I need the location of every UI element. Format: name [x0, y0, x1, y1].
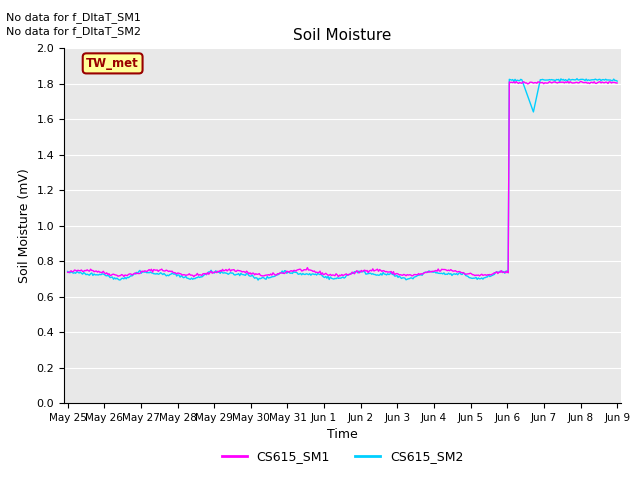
CS615_SM2 [564, 77, 572, 83]
CS615_SM1 [577, 79, 584, 84]
CS615_SM1 [64, 269, 72, 275]
Text: No data for f_DltaT_SM2: No data for f_DltaT_SM2 [6, 26, 141, 37]
CS615_SM1 [335, 274, 342, 280]
Text: No data for f_DltaT_SM1: No data for f_DltaT_SM1 [6, 12, 141, 23]
CS615_SM2 [399, 275, 406, 281]
X-axis label: Time: Time [327, 429, 358, 442]
Legend: CS615_SM1, CS615_SM2: CS615_SM1, CS615_SM2 [216, 445, 468, 468]
CS615_SM2 [372, 272, 380, 278]
Line: CS615_SM2: CS615_SM2 [68, 79, 617, 280]
Text: TW_met: TW_met [86, 57, 139, 70]
CS615_SM1 [399, 273, 406, 278]
CS615_SM1 [468, 272, 476, 277]
CS615_SM1 [372, 267, 380, 273]
CS615_SM2 [64, 269, 72, 275]
CS615_SM1 [613, 80, 621, 86]
CS615_SM1 [296, 266, 303, 272]
Y-axis label: Soil Moisture (mV): Soil Moisture (mV) [18, 168, 31, 283]
CS615_SM2 [235, 271, 243, 276]
CS615_SM2 [613, 78, 621, 84]
CS615_SM1 [564, 79, 572, 84]
Line: CS615_SM1: CS615_SM1 [68, 82, 617, 277]
CS615_SM2 [573, 76, 581, 82]
CS615_SM2 [297, 271, 305, 276]
CS615_SM2 [254, 277, 262, 283]
Title: Soil Moisture: Soil Moisture [293, 28, 392, 43]
CS615_SM2 [468, 276, 476, 281]
CS615_SM1 [235, 268, 243, 274]
